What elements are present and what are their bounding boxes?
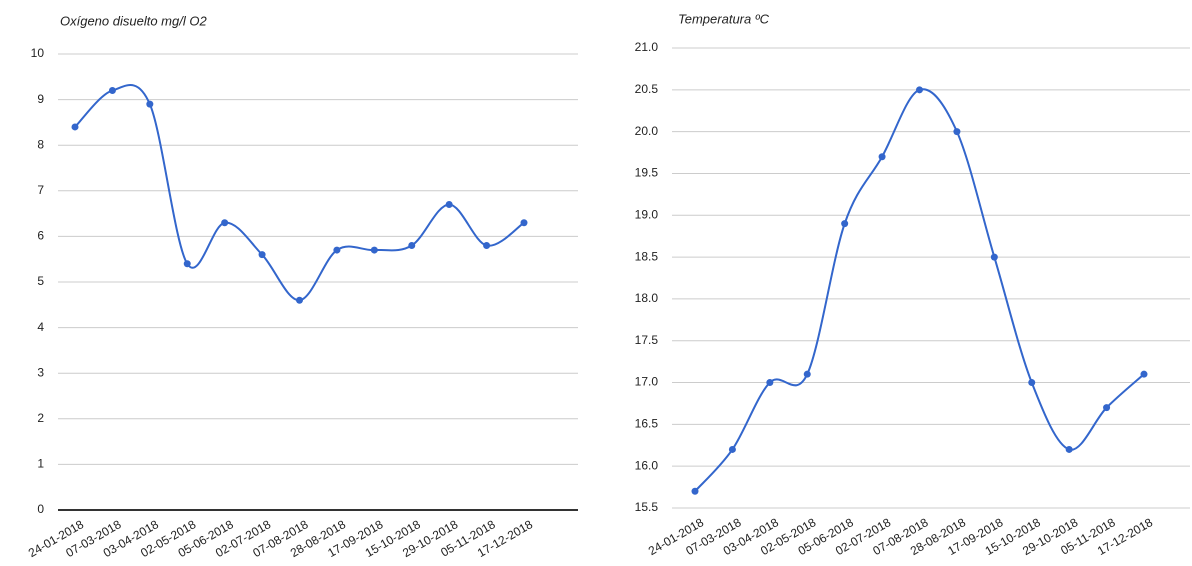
point — [108, 86, 116, 94]
point — [146, 100, 154, 108]
y-tick-label: 7 — [37, 183, 44, 197]
point — [1140, 370, 1148, 378]
y-tick-label: 18.0 — [635, 291, 659, 305]
point — [221, 219, 229, 227]
point — [483, 242, 491, 250]
y-tick-label: 16.5 — [635, 417, 659, 431]
point — [1065, 445, 1073, 453]
point — [766, 379, 774, 387]
point — [520, 219, 528, 227]
y-tick-label: 18.5 — [635, 249, 659, 263]
y-tick-label: 16.0 — [635, 458, 659, 472]
y-tick-label: 1 — [37, 457, 44, 471]
y-tick-label: 8 — [37, 137, 44, 151]
point — [691, 487, 699, 495]
point — [916, 86, 923, 94]
y-tick-label: 10 — [31, 46, 45, 60]
y-tick-label: 17.5 — [635, 333, 659, 347]
y-tick-label: 9 — [37, 92, 44, 106]
line — [74, 84, 525, 302]
point — [1103, 404, 1111, 412]
y-tick-label: 5 — [37, 274, 44, 288]
line — [694, 88, 1145, 492]
point — [333, 246, 341, 254]
y-tick-label: 2 — [37, 411, 44, 425]
point — [408, 242, 416, 250]
point — [445, 200, 453, 208]
point — [71, 123, 79, 131]
point — [258, 251, 266, 259]
chart: Oxígeno disuelto mg/l O201234567891024-0… — [26, 13, 578, 560]
point — [953, 128, 961, 136]
point — [1028, 379, 1036, 387]
point — [296, 296, 303, 304]
point — [990, 253, 998, 261]
y-tick-label: 19.5 — [635, 166, 659, 180]
point — [370, 246, 378, 254]
chart: Temperatura ºC 15.5 16.0 16.5 17.0 17.5 18.0 18… — [635, 11, 1190, 558]
y-tick-label: 15.5 — [635, 500, 659, 514]
chart-title: Temperatura ºC — [678, 11, 770, 26]
point — [803, 370, 811, 378]
y-tick-label: 6 — [37, 229, 44, 243]
y-tick-label: 20.5 — [635, 82, 659, 96]
y-tick-label: 4 — [37, 320, 44, 334]
chart-title: Oxígeno disuelto mg/l O2 — [60, 13, 207, 28]
y-tick-label: 20.0 — [635, 124, 659, 138]
y-tick-label: 17.0 — [635, 375, 659, 389]
point — [183, 260, 191, 268]
y-tick-label: 21.0 — [635, 40, 659, 54]
point — [728, 445, 736, 453]
y-tick-label: 19.0 — [635, 207, 659, 221]
point — [841, 220, 849, 228]
y-tick-label: 3 — [37, 365, 44, 379]
point — [878, 153, 886, 161]
y-tick-label: 0 — [37, 502, 44, 516]
